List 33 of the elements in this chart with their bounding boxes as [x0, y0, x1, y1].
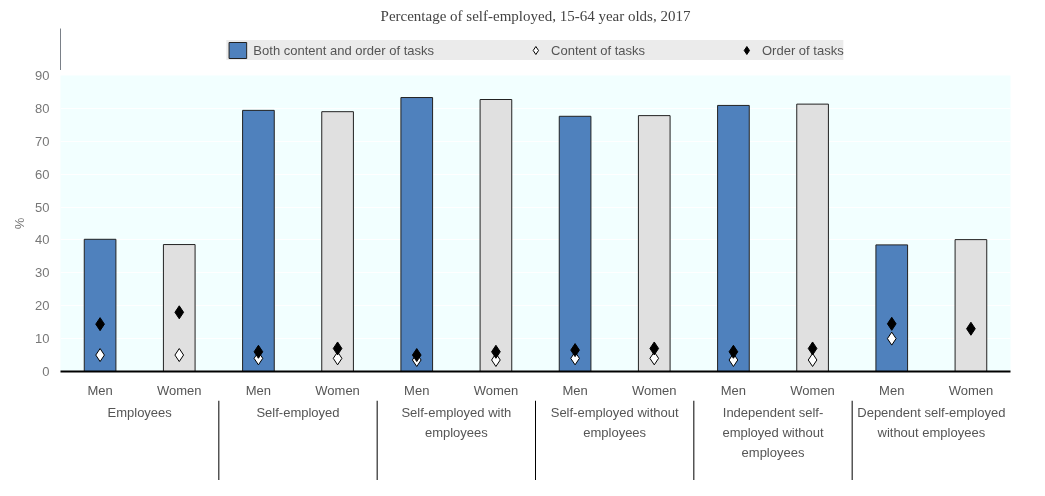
x-tick-label: Women	[156, 382, 202, 398]
legend-label: Content of tasks	[551, 42, 645, 58]
y-tick-label: 80	[35, 100, 50, 116]
y-tick-label: 10	[35, 331, 50, 347]
y-tick-label: 20	[35, 298, 50, 314]
x-tick-label: Women	[948, 382, 994, 398]
text: Employees	[107, 404, 173, 420]
y-tick-label: 50	[35, 199, 50, 215]
text: Self-employed	[256, 404, 340, 420]
text: Self-employed with employees	[401, 404, 512, 440]
text: Independent self-employed without employees	[722, 404, 824, 460]
chart-title: Percentage of self-employed, 15-64 year olds, 2017	[380, 7, 691, 24]
x-tick-label: Women	[315, 382, 360, 398]
x-tick-label: Men	[87, 382, 113, 398]
text: Dependent self-employed without employees	[857, 404, 1006, 440]
x-tick-label: Men	[245, 382, 272, 398]
x-tick-label: Women	[473, 382, 519, 398]
legend-label: Order of tasks	[761, 42, 844, 58]
x-tick-label: Men	[562, 382, 588, 398]
y-tick-label: 40	[35, 232, 50, 248]
text: Self-employed without employees	[550, 404, 679, 440]
y-tick-label: 70	[35, 133, 50, 149]
x-tick-label: Men	[404, 382, 430, 398]
x-tick-label: Men	[879, 382, 905, 398]
y-tick-label: 30	[35, 265, 50, 281]
x-tick-label: Women	[631, 382, 677, 398]
y-axis-title: %	[12, 217, 28, 230]
y-tick-label: 90	[35, 68, 50, 83]
x-tick-label: Women	[790, 382, 835, 398]
y-tick-label: 60	[35, 166, 50, 182]
x-tick-label: Men	[720, 382, 747, 398]
y-tick-label: 0	[42, 364, 50, 379]
legend-label: Both content and order of tasks	[253, 42, 435, 58]
